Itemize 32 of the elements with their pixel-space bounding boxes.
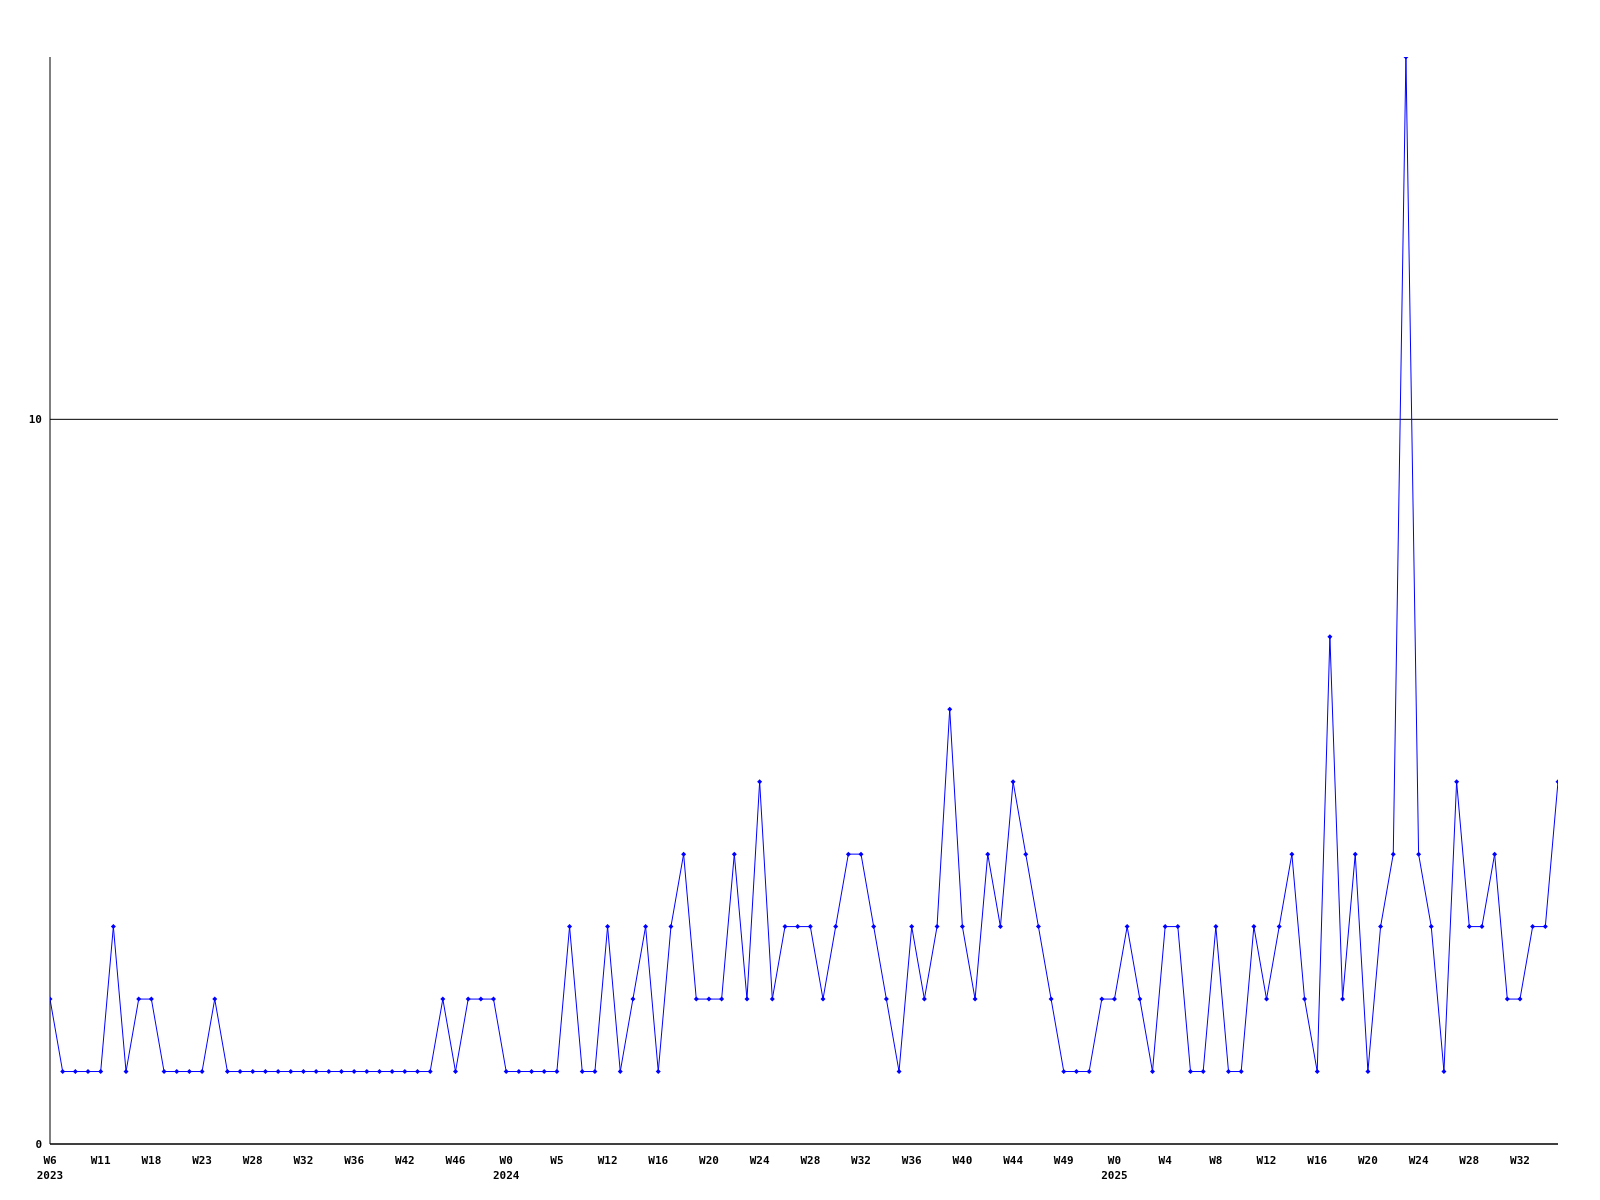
x-tick-label: W6 2023 — [36, 1154, 64, 1182]
x-tick-label: W16 — [648, 1154, 669, 1167]
y-tick-label: 10 — [28, 413, 42, 427]
x-tick-label: W12 — [597, 1154, 618, 1167]
x-tick-label: W28 — [800, 1154, 821, 1167]
x-tick-label: W18 — [141, 1154, 162, 1167]
y-tick-label: 0 — [35, 1137, 42, 1151]
x-tick-label: W32 — [851, 1154, 871, 1167]
x-tick-label: W5 — [550, 1154, 564, 1167]
x-tick-label: W49 — [1053, 1154, 1074, 1167]
x-tick-label: W16 — [1307, 1154, 1328, 1167]
x-tick-label: W0 2024 — [492, 1154, 520, 1182]
x-tick-label: W0 2025 — [1101, 1154, 1128, 1182]
x-tick-label: W12 — [1256, 1154, 1277, 1167]
x-tick-label: W11 — [90, 1154, 111, 1167]
x-tick-label: W40 — [952, 1154, 973, 1167]
x-tick-label: W28 — [1459, 1154, 1480, 1167]
x-tick-label: W44 — [1003, 1154, 1024, 1167]
x-tick-label: W32 — [1510, 1154, 1530, 1167]
x-tick-label: W20 — [1357, 1154, 1378, 1167]
x-tick-label: W28 — [242, 1154, 263, 1167]
x-tick-label: W24 — [749, 1154, 770, 1167]
x-tick-label: W24 — [1408, 1154, 1429, 1167]
x-tick-label: W46 — [445, 1154, 466, 1167]
x-tick-label: W23 — [192, 1154, 212, 1167]
x-tick-label: W8 — [1209, 1154, 1223, 1167]
x-tick-label: W20 — [699, 1154, 719, 1167]
x-tick-label: W32 — [293, 1154, 314, 1167]
x-tick-label: W36 — [344, 1154, 365, 1167]
x-tick-label: W4 — [1158, 1154, 1173, 1167]
x-tick-label: W42 — [394, 1154, 415, 1167]
x-tick-label: W36 — [901, 1154, 923, 1167]
